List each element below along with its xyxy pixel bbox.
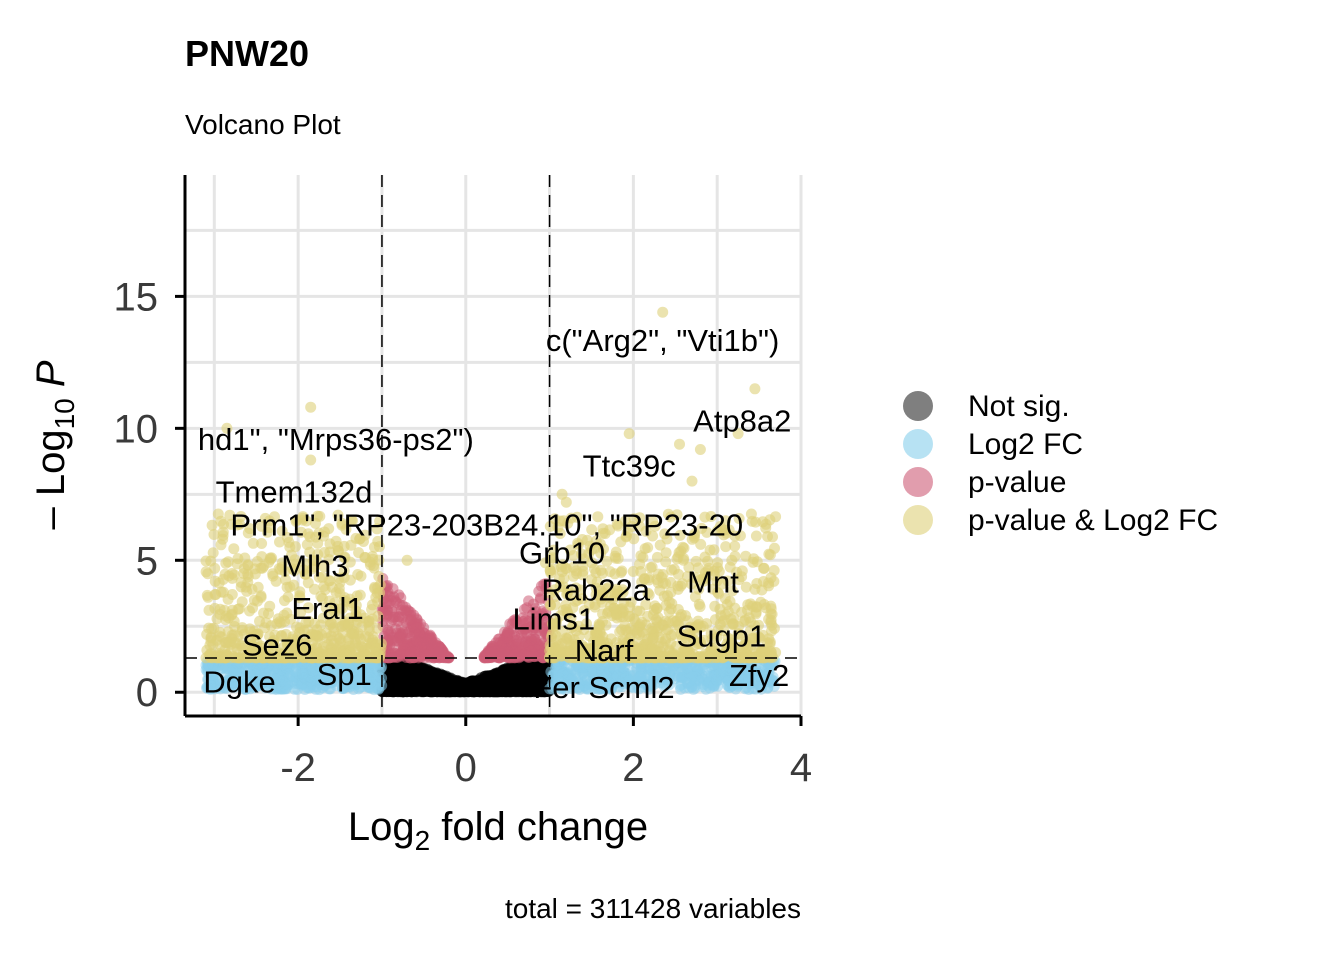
data-point-pvalue [395,650,406,661]
data-point-log2fc [277,675,288,686]
data-point-log2fc [302,682,313,693]
data-point-pvalue [400,602,411,613]
data-point-pvalue [390,612,401,623]
data-point-log2fc [676,672,687,683]
chart-title: PNW20 [185,33,309,74]
data-point-not_sig [399,675,410,686]
data-point-log2fc [281,662,292,673]
data-point-pvalue [433,646,444,657]
data-point-both [204,605,215,616]
data-point-pvalue [405,647,416,658]
data-point-not_sig [392,685,403,696]
data-point-pvalue [426,633,437,644]
data-point-pvalue [415,637,426,648]
data-point-log2fc [687,672,698,683]
data-point-not_sig [499,686,510,697]
data-point-pvalue [388,583,399,594]
data-point-pvalue [394,632,405,643]
data-point-both [244,606,255,617]
data-point-both [228,543,239,554]
data-point-pvalue [406,614,417,625]
data-point-log2fc [686,682,697,693]
data-point-not_sig [519,682,530,693]
data-point-both [664,597,675,608]
data-point-log2fc [711,674,722,685]
data-point-both [640,543,651,554]
data-point-both [249,595,260,606]
data-point-pvalue [384,629,395,640]
data-point-both [747,516,758,527]
data-point-both [220,558,231,569]
data-point-log2fc [297,668,308,679]
data-point-pvalue [501,643,512,654]
data-point-not_sig [474,674,485,685]
data-point-not_sig [408,685,419,696]
data-point-both [634,629,645,640]
data-point-not_sig [435,686,446,697]
data-point-log2fc [375,663,386,674]
data-point-not_sig [460,679,471,690]
data-point-pvalue [486,646,497,657]
data-point-not_sig [506,664,517,675]
chart-subtitle: Volcano Plot [185,109,341,140]
